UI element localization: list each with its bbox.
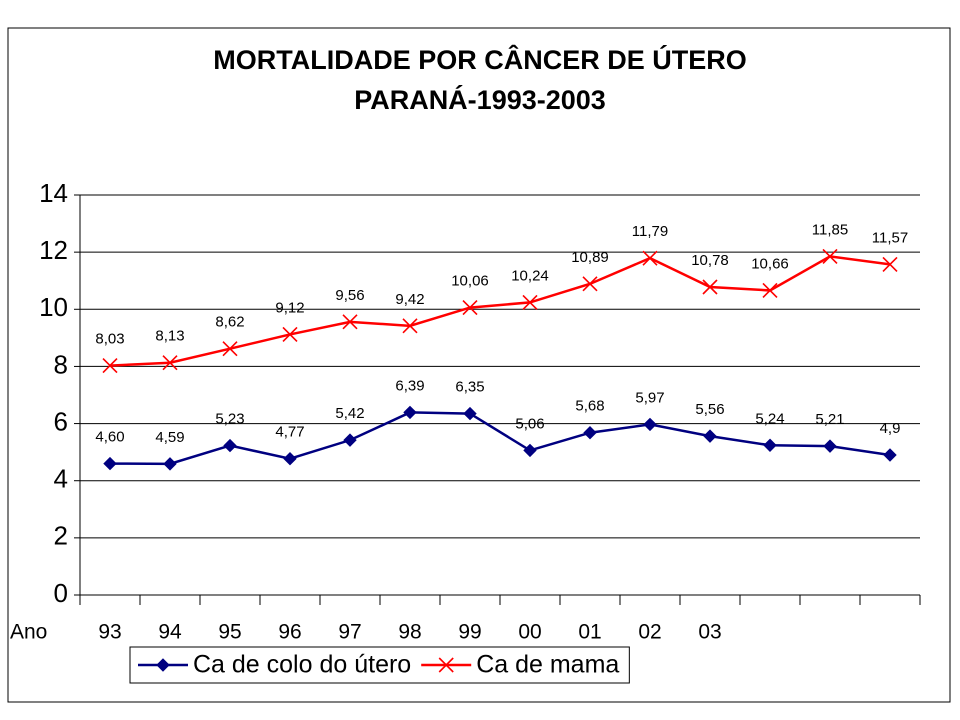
data-label: 5,24: [755, 410, 784, 427]
data-label: 4,77: [275, 424, 304, 441]
data-label: 9,12: [275, 299, 304, 316]
x-tick-label: 00: [518, 621, 541, 644]
x-tick-label: 94: [158, 621, 182, 644]
legend-marker: [156, 658, 170, 672]
data-point: [522, 294, 538, 310]
data-label: 10,89: [571, 249, 609, 266]
y-tick-label: 14: [39, 178, 68, 208]
data-point: [703, 429, 717, 443]
data-label: 10,24: [511, 267, 549, 284]
data-label: 6,35: [455, 379, 484, 396]
data-label: 10,78: [691, 252, 729, 269]
x-tick-label: 02: [638, 621, 661, 644]
x-tick-label: 97: [338, 621, 361, 644]
data-label: 11,85: [812, 221, 848, 238]
x-tick-label: 98: [398, 621, 421, 644]
chart-frame: [7, 27, 951, 703]
data-label: 8,03: [95, 331, 124, 348]
data-label: 9,42: [395, 291, 424, 308]
chart-title: MORTALIDADE POR CÂNCER DE ÚTERO: [213, 44, 747, 75]
data-point: [823, 439, 837, 453]
data-point: [762, 282, 778, 298]
chart-subtitle: PARANÁ-1993-2003: [354, 84, 606, 115]
y-tick-label: 4: [54, 464, 68, 494]
y-tick-label: 12: [39, 235, 68, 265]
data-label: 8,62: [215, 314, 244, 331]
data-label: 5,68: [575, 398, 604, 415]
data-point: [462, 300, 478, 316]
data-point: [162, 355, 178, 371]
series-line: [109, 255, 891, 367]
data-label: 5,21: [815, 411, 844, 428]
data-point: [103, 456, 117, 471]
data-label: 5,97: [635, 389, 664, 406]
data-point: [763, 438, 777, 452]
y-tick-label: 2: [54, 521, 68, 551]
legend-label: Ca de mama: [476, 651, 619, 679]
data-label: 10,06: [451, 273, 489, 290]
data-label: 4,59: [155, 429, 184, 446]
series-line: [109, 411, 891, 466]
data-label: 4,9: [880, 420, 901, 437]
data-point: [222, 341, 238, 357]
data-label: 5,06: [515, 415, 544, 432]
data-point: [882, 256, 898, 272]
data-point: [582, 276, 598, 292]
data-label: 5,56: [695, 401, 724, 418]
legend-marker: [438, 657, 454, 673]
data-point: [283, 452, 297, 466]
data-point: [223, 438, 237, 453]
y-tick-label: 0: [54, 578, 68, 608]
y-tick-label: 8: [54, 349, 68, 379]
legend-label: Ca de colo do útero: [193, 651, 411, 679]
data-point: [523, 443, 537, 458]
data-label: 10,66: [751, 255, 789, 272]
data-point: [463, 406, 477, 421]
legend-box: [129, 646, 630, 684]
data-label: 5,23: [215, 411, 244, 428]
data-point: [822, 248, 838, 264]
data-label: 6,39: [395, 377, 424, 394]
data-point: [642, 250, 658, 266]
data-label: 11,79: [632, 223, 668, 240]
x-tick-label: 95: [218, 621, 241, 644]
data-label: 5,42: [335, 405, 364, 422]
data-point: [583, 426, 597, 440]
x-tick-label: 93: [98, 621, 121, 644]
data-point: [402, 318, 418, 334]
x-tick-label: 03: [698, 621, 721, 644]
x-tick-label: 96: [278, 621, 301, 644]
data-label: 11,57: [872, 229, 908, 246]
x-axis-label: Ano: [10, 621, 47, 644]
data-point: [883, 448, 897, 462]
data-label: 9,56: [335, 287, 364, 304]
data-point: [343, 433, 357, 447]
x-tick-label: 99: [458, 621, 481, 644]
data-label: 4,60: [95, 429, 124, 446]
data-point: [102, 358, 118, 374]
data-point: [702, 279, 718, 295]
data-point: [342, 314, 358, 330]
data-point: [282, 326, 298, 342]
x-tick-label: 01: [578, 621, 601, 644]
data-point: [403, 405, 417, 420]
data-point: [643, 417, 657, 432]
data-point: [163, 457, 177, 471]
y-tick-label: 10: [39, 292, 68, 322]
y-tick-label: 6: [54, 406, 68, 436]
data-label: 8,13: [155, 328, 184, 345]
